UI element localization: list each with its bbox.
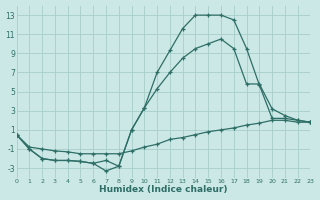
X-axis label: Humidex (Indice chaleur): Humidex (Indice chaleur) bbox=[99, 185, 228, 194]
